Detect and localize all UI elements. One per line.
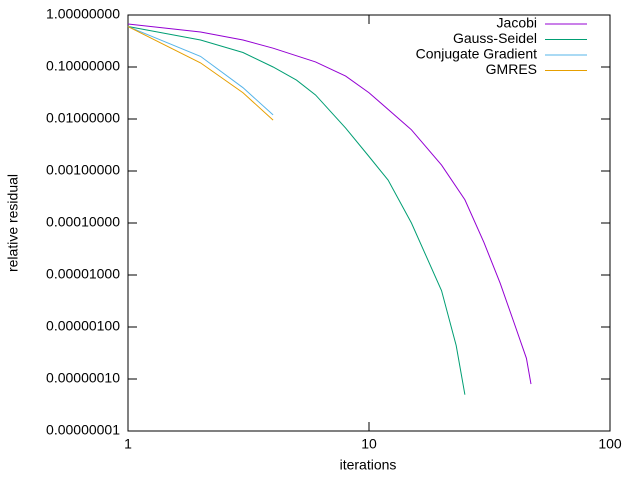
y-tick-label: 0.00000010	[46, 370, 120, 386]
y-axis-label: relative residual	[5, 174, 21, 272]
x-axis-label: iterations	[340, 457, 397, 473]
series-line	[127, 26, 274, 121]
y-tick-label: 0.00001000	[46, 266, 120, 282]
y-tick-label: 0.00100000	[46, 162, 120, 178]
x-tick-label: 1	[124, 436, 132, 452]
y-tick-label: 1.00000000	[46, 6, 120, 22]
series-line	[127, 23, 532, 385]
legend-label: Conjugate Gradient	[416, 46, 538, 62]
y-tick-label: 0.00010000	[46, 214, 120, 230]
series-line	[127, 26, 274, 116]
y-tick-label: 0.10000000	[46, 58, 120, 74]
legend-label: GMRES	[486, 61, 537, 77]
y-tick-label: 0.01000000	[46, 110, 120, 126]
legend-label: Jacobi	[497, 15, 537, 31]
legend-label: Gauss-Seidel	[453, 30, 537, 46]
y-tick-label: 0.00000001	[46, 422, 120, 438]
series-line	[127, 26, 466, 395]
x-tick-label: 10	[361, 436, 377, 452]
y-tick-label: 0.00000100	[46, 318, 120, 334]
plot-border	[127, 14, 611, 432]
x-tick-label: 100	[598, 436, 622, 452]
